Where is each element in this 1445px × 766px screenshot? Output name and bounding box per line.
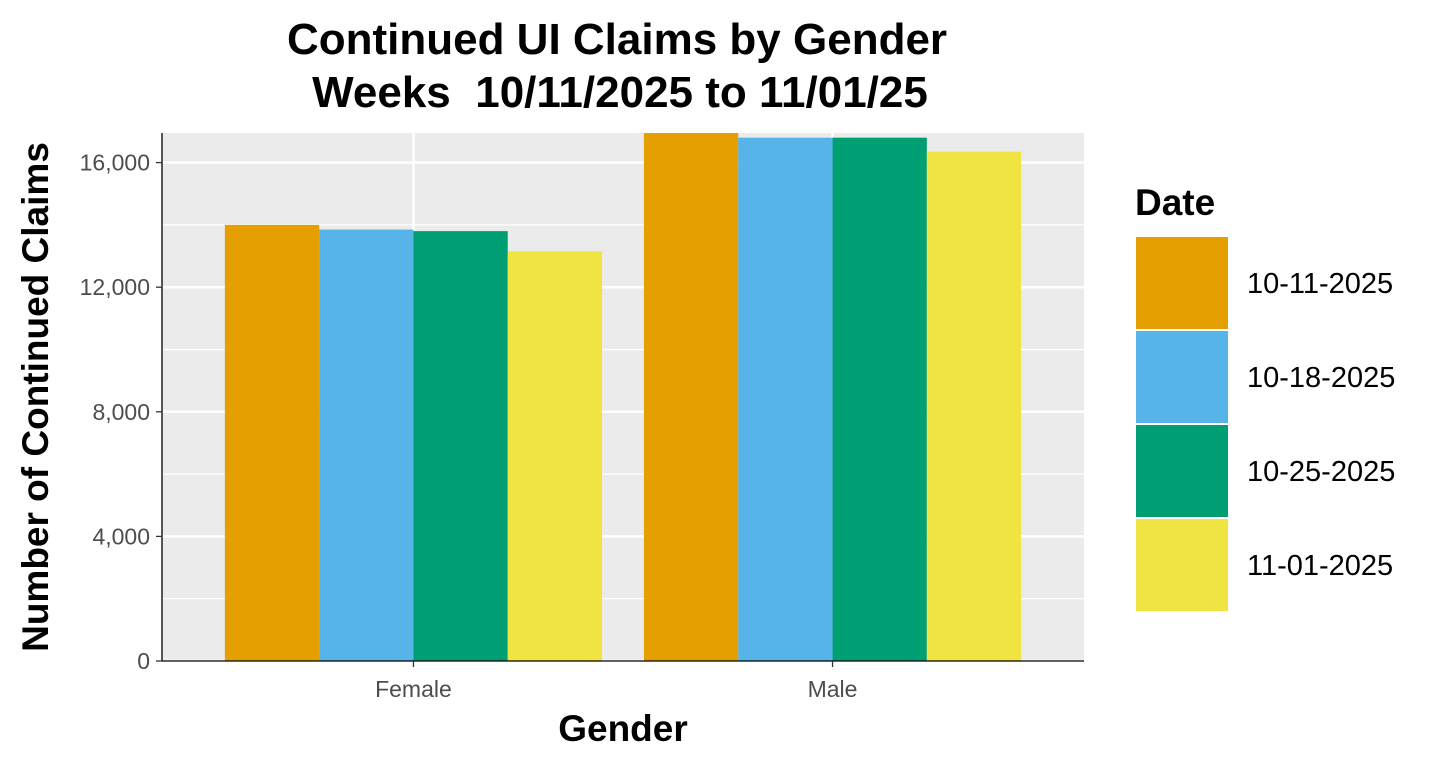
x-tick-label: Female [375, 676, 452, 702]
legend-key-10-18-2025 [1134, 329, 1230, 425]
legend-label: 11-01-2025 [1247, 550, 1393, 582]
x-axis-ticks: Female Male [375, 661, 857, 702]
y-tick-label: 16,000 [80, 150, 150, 176]
bar-male-10-25-2025 [832, 137, 927, 662]
chart-title: Continued UI Claims by Gender [287, 15, 947, 64]
bar-female-10-25-2025 [413, 231, 508, 661]
y-axis-ticks: 0 4,000 8,000 12,000 16,000 [80, 150, 162, 674]
legend-items: 10-11-2025 10-18-2025 10-25-2025 11-01-2025 [1134, 235, 1395, 613]
y-tick-label: 0 [137, 648, 150, 674]
y-tick-label: 4,000 [92, 523, 150, 549]
legend: Date 10-11-2025 10-18-2025 10-25-2025 11-01… [1134, 182, 1395, 613]
legend-title: Date [1135, 182, 1215, 223]
y-axis-title: Number of Continued Claims [15, 142, 56, 652]
x-axis-title: Gender [558, 708, 688, 749]
chart-subtitle: Weeks 10/11/2025 to 11/01/25 [312, 68, 928, 117]
legend-label: 10-18-2025 [1247, 362, 1395, 394]
legend-label: 10-11-2025 [1247, 268, 1393, 300]
y-tick-label: 12,000 [80, 274, 150, 300]
axes [161, 133, 1084, 662]
bar-female-10-18-2025 [319, 229, 414, 661]
legend-key-10-11-2025 [1134, 235, 1230, 331]
bar-female-10-11-2025 [224, 224, 320, 661]
bars [224, 133, 1022, 662]
legend-key-11-01-2025 [1134, 517, 1230, 613]
legend-key-10-25-2025 [1134, 423, 1230, 519]
bar-male-11-01-2025 [926, 151, 1022, 662]
y-tick-label: 8,000 [92, 399, 150, 425]
bar-male-10-18-2025 [738, 137, 833, 662]
legend-label: 10-25-2025 [1247, 456, 1395, 488]
bar-male-10-11-2025 [643, 133, 739, 661]
x-tick-label: Male [808, 676, 858, 702]
bar-female-11-01-2025 [507, 251, 603, 661]
